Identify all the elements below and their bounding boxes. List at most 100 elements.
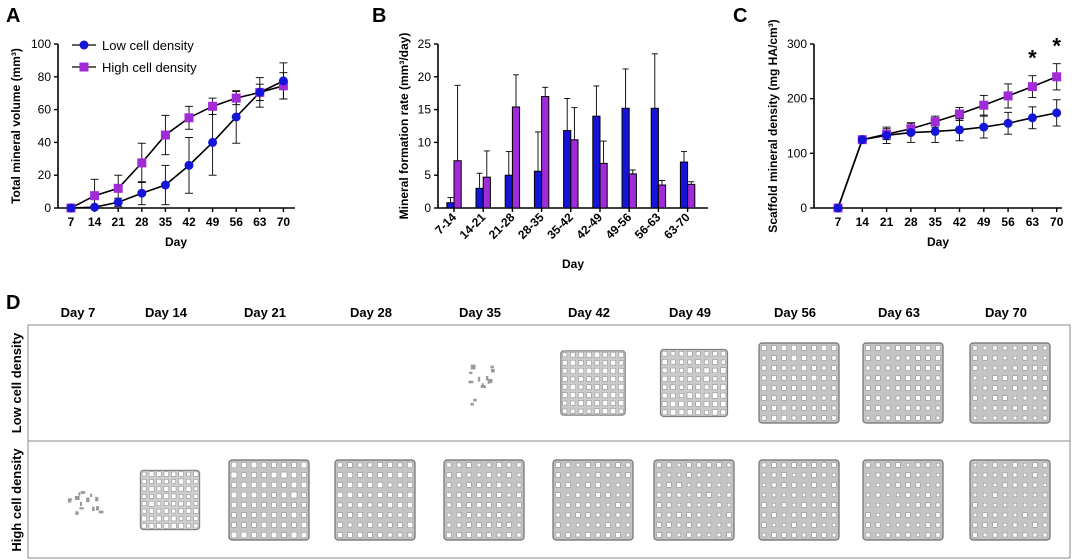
scaffold-pore: [670, 376, 676, 382]
scaffold-pore: [178, 516, 184, 521]
scaffold-pore: [1022, 482, 1028, 488]
scaffold-body: [862, 459, 944, 541]
scaffold-pore: [791, 462, 797, 468]
scaffold-pore: [578, 360, 584, 366]
scaffold-pore: [905, 355, 911, 361]
scaffold-pore: [720, 359, 726, 365]
scaffold-pore: [761, 502, 767, 508]
scaffold-pore: [821, 415, 827, 421]
scaffold-pore: [925, 522, 931, 528]
scaffold-pore: [516, 462, 522, 468]
mineral-fragment: [95, 496, 99, 502]
scaffold-pore: [496, 512, 502, 518]
scaffold-pore: [885, 472, 891, 478]
bar-high: [628, 173, 637, 209]
scaffold-pore: [595, 512, 601, 518]
scaffold-pore: [565, 532, 571, 538]
scaffold-pore: [895, 375, 901, 381]
scaffold-pore: [516, 532, 522, 538]
scaffold-pore: [801, 345, 807, 351]
scaffold-pore: [260, 481, 268, 489]
data-point-low: [906, 128, 916, 138]
scaffold-pore: [291, 512, 297, 518]
mineral-fragment: [67, 498, 73, 501]
scaffold-pore: [594, 400, 600, 406]
scaffold-pore: [271, 482, 277, 488]
scaffold-pore: [781, 415, 787, 421]
scaffold-pore: [687, 384, 693, 390]
scaffold-image: [334, 459, 416, 541]
scaffold-pore: [486, 532, 492, 538]
scaffold-pore: [466, 462, 472, 468]
scaffold-pore: [885, 462, 891, 468]
scaffold-pore: [241, 502, 247, 508]
scaffold-pore: [761, 492, 767, 498]
mineral-fragment: [86, 497, 90, 503]
scaffold-pore: [565, 492, 571, 498]
scaffold-pore: [575, 462, 581, 468]
scaffold-image: [552, 459, 634, 541]
scaffold-pore: [716, 482, 722, 488]
scaffold-pore: [678, 409, 685, 416]
mineral-fragment: [491, 368, 495, 373]
bar-high: [687, 183, 696, 209]
scaffold-pore: [562, 400, 568, 406]
scaffold-pore: [992, 405, 998, 411]
scaffold-pore: [1032, 345, 1038, 351]
scaffold-pore: [347, 532, 353, 538]
scaffold-pore: [670, 392, 676, 399]
scaffold-pore: [972, 502, 978, 508]
scaffold-grid: Day 7 Day 14 Day 21 Day 28 Day 35 Day 42 Day 4…: [9, 305, 1071, 559]
scaffold-pore: [925, 472, 931, 478]
scaffold-pore: [163, 523, 169, 529]
scaffold-pore: [148, 500, 155, 507]
scaffold-pore: [193, 479, 199, 484]
scaffold-pore: [397, 492, 403, 498]
scaffold-pore: [992, 512, 998, 518]
scaffold-pore: [387, 522, 393, 528]
scaffold-pore: [666, 482, 672, 488]
scaffold-pore: [1022, 532, 1028, 538]
scaffold-pore: [1042, 375, 1048, 381]
series-line-low: [837, 112, 1057, 209]
scaffold-pore: [397, 502, 403, 508]
scaffold-pore: [885, 415, 891, 421]
scaffold-pore: [1002, 355, 1008, 361]
scaffold-pore: [347, 492, 353, 498]
scaffold-pore: [720, 376, 726, 382]
scaffold-pore: [615, 522, 621, 528]
scaffold-pore: [972, 482, 978, 488]
scaffold-pore: [1043, 503, 1047, 507]
scaffold-pore: [875, 395, 881, 401]
scaffold-pore: [605, 462, 611, 468]
scaffold-pore: [915, 345, 921, 351]
day-header: Day 28: [350, 305, 392, 320]
scaffold-pore: [163, 486, 169, 492]
scaffold-pore: [1002, 405, 1008, 411]
data-point-high: [955, 109, 964, 119]
data-point-low: [833, 203, 843, 213]
x-tick-label: 56: [1001, 215, 1015, 229]
scaffold-pore: [578, 352, 584, 358]
mineral-fragment: [92, 506, 95, 512]
scaffold-pore: [1032, 512, 1038, 518]
scaffold-pore: [821, 472, 827, 478]
scaffold-pore: [141, 479, 147, 484]
scaffold-pore: [972, 532, 978, 538]
x-tick-label: 56: [230, 215, 244, 229]
scaffold-pore: [656, 492, 662, 498]
scaffold-pore: [1042, 522, 1048, 528]
scaffold-pore: [377, 482, 383, 488]
legend-label-high: High cell density: [102, 60, 197, 75]
scaffold-pore: [885, 395, 891, 401]
mineral-fragment: [490, 365, 494, 369]
scaffold-pore: [771, 385, 777, 391]
bar-low: [679, 161, 689, 209]
scaffold-pore: [875, 492, 881, 498]
scaffold-pore: [186, 523, 191, 529]
scaffold-pore: [300, 481, 308, 489]
scaffold-pore: [164, 501, 169, 506]
scaffold-image: [443, 459, 525, 541]
scaffold-pore: [905, 365, 911, 371]
scaffold-pore: [476, 462, 482, 468]
